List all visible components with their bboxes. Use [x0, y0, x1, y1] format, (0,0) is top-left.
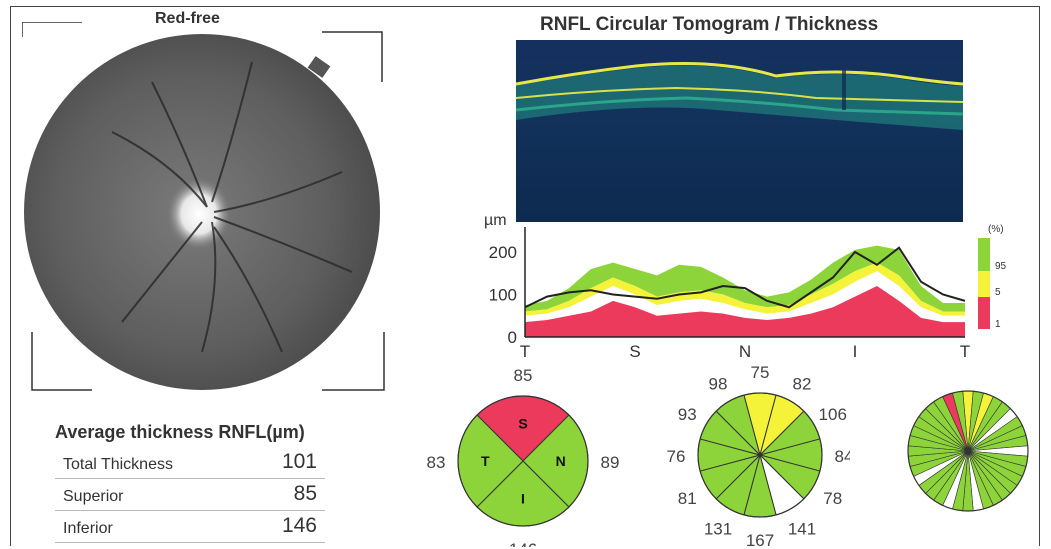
y-tick-label: 200 [489, 243, 517, 262]
quadrant-value: 89 [601, 453, 620, 472]
rnfl-thickness-chart: µm 0 100 200 T S N I T (%) 95 5 1 [484, 212, 1007, 361]
clock-outline [697, 392, 823, 518]
clock-value: 98 [709, 374, 728, 393]
row-label: Total Thickness [63, 456, 173, 473]
clock-value: 84 [835, 447, 850, 466]
clock-value: 76 [667, 447, 686, 466]
row-label: Superior [63, 488, 124, 505]
table-row: Inferior 146 [55, 514, 325, 543]
legend-swatch [978, 238, 990, 271]
table-row: Total Thickness 101 [55, 450, 325, 479]
x-tick-label: T [520, 342, 530, 361]
series-area-green [525, 245, 965, 312]
x-tick-label: S [629, 342, 640, 361]
clock-value: 141 [788, 520, 816, 539]
x-tick-label: I [853, 342, 858, 361]
legend-label: 1 [995, 319, 1001, 330]
series-area-red [525, 286, 965, 337]
x-tick-label: T [960, 342, 970, 361]
oct-title: RNFL Circular Tomogram / Thickness [540, 14, 879, 35]
sector-chart [907, 390, 1029, 512]
clock-value: 78 [823, 489, 842, 508]
clock-value: 106 [819, 405, 847, 424]
quadrant-letter: N [556, 453, 566, 469]
clock-value: 82 [793, 374, 812, 393]
series-line-measured [524, 246, 966, 309]
y-axis-label: µm [484, 212, 507, 229]
row-value: 146 [281, 514, 317, 537]
x-tick-label: N [739, 342, 751, 361]
quadrant-letter: I [521, 491, 525, 507]
table-row: Superior 85 [55, 482, 325, 511]
legend-swatch [978, 271, 990, 297]
sector-outline [907, 390, 1029, 512]
clock-value: 167 [746, 531, 774, 547]
quadrant-value: 146 [509, 540, 537, 547]
series-area-yellow [525, 262, 965, 316]
quadrant-value: 85 [514, 368, 533, 385]
average-thickness-table: Average thickness RNFL(µm) Total Thickne… [55, 422, 355, 549]
clock-value: 81 [678, 489, 697, 508]
average-thickness-title: Average thickness RNFL(µm) [55, 422, 305, 442]
fundus-image [22, 22, 385, 391]
legend-label: 5 [995, 287, 1001, 298]
report-frame [10, 6, 1040, 546]
series-area-white [525, 271, 965, 323]
y-tick-label: 0 [508, 328, 517, 347]
quadrant-letter: T [481, 453, 490, 469]
oct-tomogram-image [516, 40, 963, 222]
legend-title: (%) [988, 224, 1004, 235]
y-tick-label: 100 [489, 286, 517, 305]
row-value: 101 [281, 450, 317, 473]
row-value: 85 [293, 482, 317, 505]
quadrant-chart: S 85 N 89 I 146 T 83 [427, 368, 620, 547]
clock-hour-chart: 75 82 106 84 78 141 167 131 81 76 93 98 [667, 365, 850, 547]
quadrant-letter: S [518, 415, 527, 431]
legend-label: 95 [995, 261, 1007, 272]
row-label: Inferior [63, 520, 113, 537]
fundus-title: Red-free [155, 10, 220, 27]
quadrant-outline [457, 395, 589, 527]
clock-value: 75 [751, 365, 770, 382]
quadrant-value: 83 [427, 453, 446, 472]
legend-swatch [978, 297, 990, 329]
clock-value: 93 [678, 405, 697, 424]
clock-value: 131 [704, 520, 732, 539]
